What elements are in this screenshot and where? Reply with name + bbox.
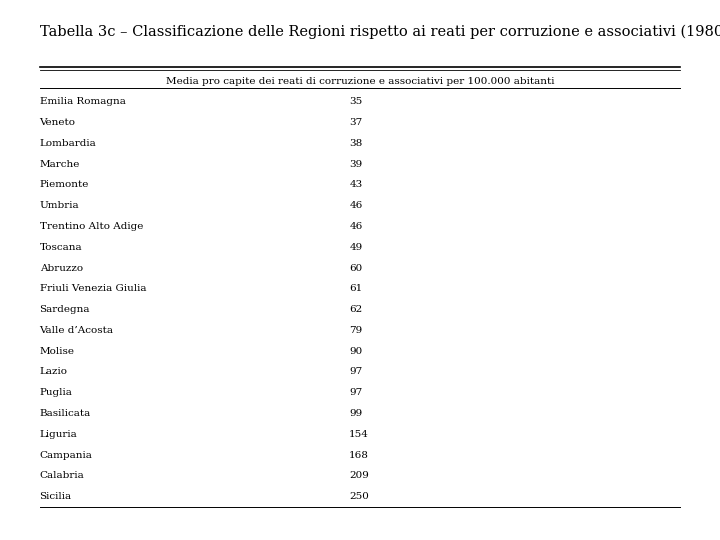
Text: 209: 209 <box>349 471 369 481</box>
Text: Toscana: Toscana <box>40 243 82 252</box>
Text: 38: 38 <box>349 139 362 148</box>
Text: 168: 168 <box>349 450 369 460</box>
Text: 61: 61 <box>349 284 362 293</box>
Text: Liguria: Liguria <box>40 430 77 439</box>
Text: 60: 60 <box>349 264 362 273</box>
Text: Umbria: Umbria <box>40 201 79 210</box>
Text: Sicilia: Sicilia <box>40 492 72 501</box>
Text: 46: 46 <box>349 201 362 210</box>
Text: 97: 97 <box>349 367 362 376</box>
Text: Abruzzo: Abruzzo <box>40 264 83 273</box>
Text: Tabella 3c – Classificazione delle Regioni rispetto ai reati per corruzione e as: Tabella 3c – Classificazione delle Regio… <box>40 24 720 39</box>
Text: 250: 250 <box>349 492 369 501</box>
Text: Basilicata: Basilicata <box>40 409 91 418</box>
Text: Lazio: Lazio <box>40 367 68 376</box>
Text: 37: 37 <box>349 118 362 127</box>
Text: 62: 62 <box>349 305 362 314</box>
Text: Valle d’Acosta: Valle d’Acosta <box>40 326 114 335</box>
Text: Marche: Marche <box>40 160 80 168</box>
Text: Molise: Molise <box>40 347 75 356</box>
Text: Trentino Alto Adige: Trentino Alto Adige <box>40 222 143 231</box>
Text: Campania: Campania <box>40 450 92 460</box>
Text: 79: 79 <box>349 326 362 335</box>
Text: 90: 90 <box>349 347 362 356</box>
Text: 46: 46 <box>349 222 362 231</box>
Text: Emilia Romagna: Emilia Romagna <box>40 97 125 106</box>
Text: Media pro capite dei reati di corruzione e associativi per 100.000 abitanti: Media pro capite dei reati di corruzione… <box>166 77 554 86</box>
Text: 154: 154 <box>349 430 369 439</box>
Text: Veneto: Veneto <box>40 118 76 127</box>
Text: 43: 43 <box>349 180 362 190</box>
Text: Lombardia: Lombardia <box>40 139 96 148</box>
Text: Sardegna: Sardegna <box>40 305 90 314</box>
Text: Piemonte: Piemonte <box>40 180 89 190</box>
Text: Calabria: Calabria <box>40 471 84 481</box>
Text: 35: 35 <box>349 97 362 106</box>
Text: 39: 39 <box>349 160 362 168</box>
Text: Puglia: Puglia <box>40 388 73 397</box>
Text: 97: 97 <box>349 388 362 397</box>
Text: 49: 49 <box>349 243 362 252</box>
Text: Friuli Venezia Giulia: Friuli Venezia Giulia <box>40 284 146 293</box>
Text: 99: 99 <box>349 409 362 418</box>
